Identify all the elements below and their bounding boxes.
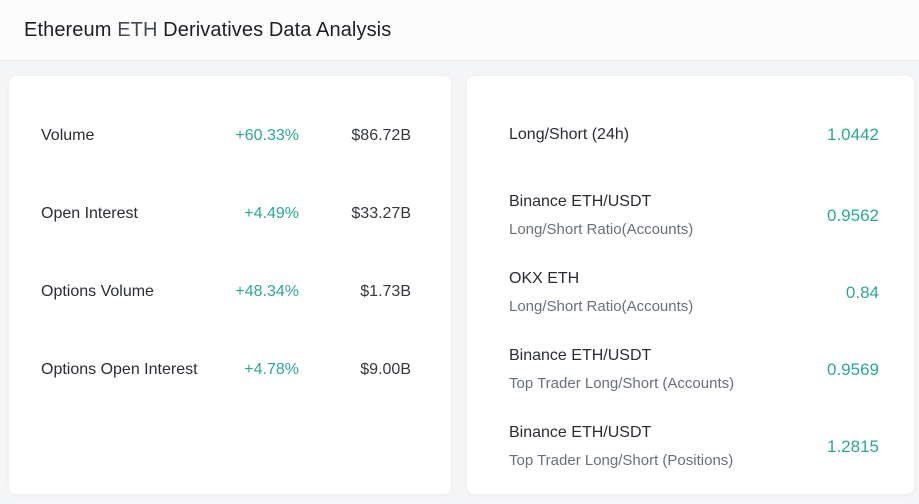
- ratio-value: 1.0442: [827, 125, 879, 144]
- ratio-value: 1.2815: [827, 436, 879, 456]
- ratio-value: 0.9562: [827, 205, 879, 225]
- stat-label: Options Volume: [41, 283, 154, 300]
- ratio-title: Binance ETH/USDT: [509, 424, 652, 441]
- derivatives-stats-card: Volume +60.33% $86.72B Open Interest +4.…: [8, 75, 452, 495]
- stat-change: +48.34%: [235, 283, 299, 300]
- stat-value: $86.72B: [351, 127, 411, 144]
- stat-change: +4.78%: [244, 361, 299, 378]
- stat-row-options-volume: Options Volume +48.34% $1.73B: [41, 281, 411, 303]
- ratio-subtitle: Top Trader Long/Short (Positions): [509, 452, 734, 469]
- stat-value: $33.27B: [351, 205, 411, 222]
- ratio-row-binance-top-trader-accounts: Binance ETH/USDT Top Trader Long/Short (…: [509, 344, 879, 395]
- stat-label: Open Interest: [41, 205, 138, 222]
- page-title: Ethereum ETH Derivatives Data Analysis: [24, 19, 391, 42]
- stat-change: +4.49%: [244, 205, 299, 222]
- ratio-title: OKX ETH: [509, 270, 580, 287]
- ratio-subtitle: Long/Short Ratio(Accounts): [509, 221, 694, 238]
- ratio-row-okx-ls-accounts: OKX ETH Long/Short Ratio(Accounts) 0.84: [509, 267, 879, 318]
- long-short-ratios-card: Long/Short (24h) 1.0442 Binance ETH/USDT…: [466, 75, 915, 495]
- stat-label: Volume: [41, 127, 95, 144]
- stat-value: $9.00B: [360, 361, 411, 378]
- ratio-subtitle: Long/Short Ratio(Accounts): [509, 298, 694, 315]
- ratio-row-long-short-24h: Long/Short (24h) 1.0442: [509, 124, 879, 146]
- coin-name: Ethereum: [24, 18, 112, 41]
- ratio-title: Long/Short (24h): [509, 126, 630, 143]
- stat-label: Options Open Interest: [41, 361, 198, 378]
- stat-row-volume: Volume +60.33% $86.72B: [41, 125, 411, 147]
- title-rest: Derivatives Data Analysis: [163, 18, 392, 41]
- stat-row-open-interest: Open Interest +4.49% $33.27B: [41, 203, 411, 225]
- stat-value: $1.73B: [360, 283, 411, 300]
- section-header: Ethereum ETH Derivatives Data Analysis: [0, 0, 919, 61]
- stat-change: +60.33%: [235, 127, 299, 144]
- ratio-value: 0.84: [845, 282, 879, 302]
- ratio-row-binance-top-trader-positions: Binance ETH/USDT Top Trader Long/Short (…: [509, 421, 879, 472]
- ratio-row-binance-ls-accounts: Binance ETH/USDT Long/Short Ratio(Accoun…: [509, 190, 879, 241]
- ratio-value: 0.9569: [827, 359, 879, 379]
- ratio-title: Binance ETH/USDT: [509, 193, 652, 210]
- coin-symbol: ETH: [117, 18, 158, 41]
- ratio-title: Binance ETH/USDT: [509, 347, 652, 364]
- stat-row-options-open-interest: Options Open Interest +4.78% $9.00B: [41, 359, 411, 381]
- ratio-subtitle: Top Trader Long/Short (Accounts): [509, 375, 735, 392]
